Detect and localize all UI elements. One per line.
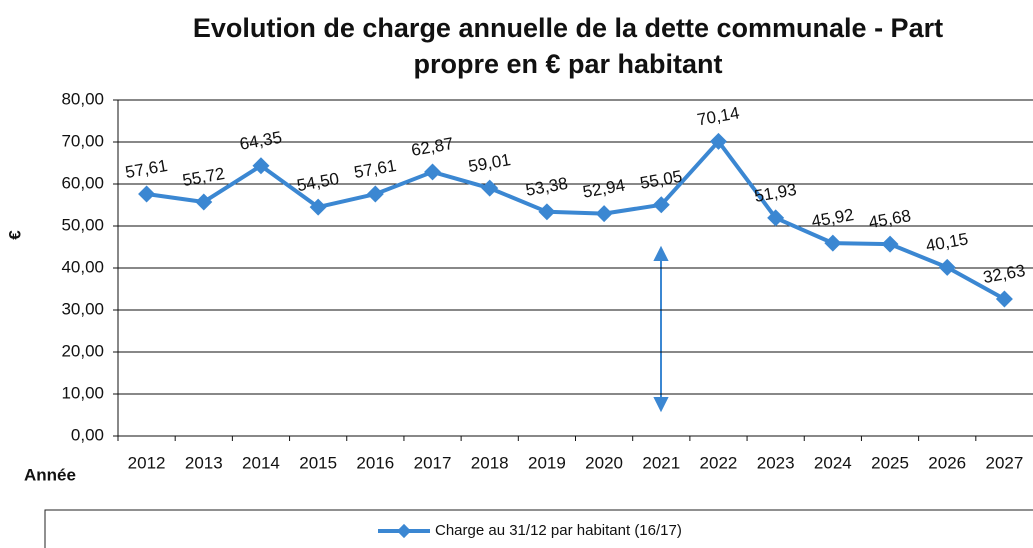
x-tick-label: 2025 [871, 453, 909, 472]
point [938, 258, 956, 276]
x-tick-label: 2012 [128, 453, 166, 472]
y-tick-label: 20,00 [61, 341, 104, 360]
point [538, 203, 556, 221]
x-tick-label: 2016 [356, 453, 394, 472]
point [767, 209, 785, 227]
point [995, 290, 1013, 308]
arrow-head [653, 245, 669, 261]
data-label: 45,92 [810, 205, 855, 231]
x-tick-label: 2018 [471, 453, 509, 472]
data-label: 45,68 [867, 206, 912, 232]
x-tick-label: 2022 [700, 453, 738, 472]
point [252, 157, 270, 175]
x-tick-label: 2020 [585, 453, 623, 472]
point [481, 179, 499, 197]
x-tick-label: 2017 [414, 453, 452, 472]
data-label: 64,35 [238, 128, 283, 154]
point [424, 163, 442, 181]
arrow-head [653, 397, 669, 413]
point [652, 196, 670, 214]
x-tick-label: 2026 [928, 453, 966, 472]
chart-title: propre en € par habitant [413, 49, 722, 79]
arrow [653, 245, 669, 413]
x-tick-label: 2013 [185, 453, 223, 472]
x-axis-label: Année [24, 465, 76, 484]
y-tick-label: 0,00 [71, 425, 104, 444]
data-label: 55,72 [181, 164, 226, 190]
x-tick-label: 2021 [642, 453, 680, 472]
y-tick-label: 60,00 [61, 173, 104, 192]
legend-marker [396, 523, 412, 539]
point [195, 193, 213, 211]
x-tick-label: 2027 [985, 453, 1023, 472]
data-label: 40,15 [924, 229, 969, 255]
y-tick-label: 50,00 [61, 215, 104, 234]
data-label: 57,61 [124, 156, 169, 182]
y-tick-label: 30,00 [61, 299, 104, 318]
point [709, 132, 727, 150]
point [595, 205, 613, 223]
data-label: 62,87 [410, 134, 455, 160]
data-label: 52,94 [581, 176, 626, 202]
legend-label: Charge au 31/12 par habitant (16/17) [435, 522, 682, 539]
x-tick-label: 2014 [242, 453, 280, 472]
legend-box [44, 509, 1033, 548]
data-label: 53,38 [524, 174, 569, 200]
data-label: 54,50 [295, 169, 340, 195]
data-label: 57,61 [353, 156, 398, 182]
point [309, 198, 327, 216]
x-tick-label: 2024 [814, 453, 852, 472]
point [881, 235, 899, 253]
point [366, 185, 384, 203]
x-tick-label: 2015 [299, 453, 337, 472]
y-axis-label: € [5, 230, 24, 240]
data-label: 32,63 [982, 261, 1027, 287]
point [824, 234, 842, 252]
y-tick-label: 70,00 [61, 131, 104, 150]
y-tick-label: 80,00 [61, 89, 104, 108]
line [146, 139, 1006, 301]
y-tick-label: 40,00 [61, 257, 104, 276]
x-tick-label: 2023 [757, 453, 795, 472]
data-label: 59,01 [467, 150, 512, 176]
y-tick-label: 10,00 [61, 383, 104, 402]
point [138, 185, 156, 203]
x-tick-label: 2019 [528, 453, 566, 472]
data-label: 70,14 [696, 103, 741, 129]
chart-title: Evolution de charge annuelle de la dette… [193, 13, 943, 43]
